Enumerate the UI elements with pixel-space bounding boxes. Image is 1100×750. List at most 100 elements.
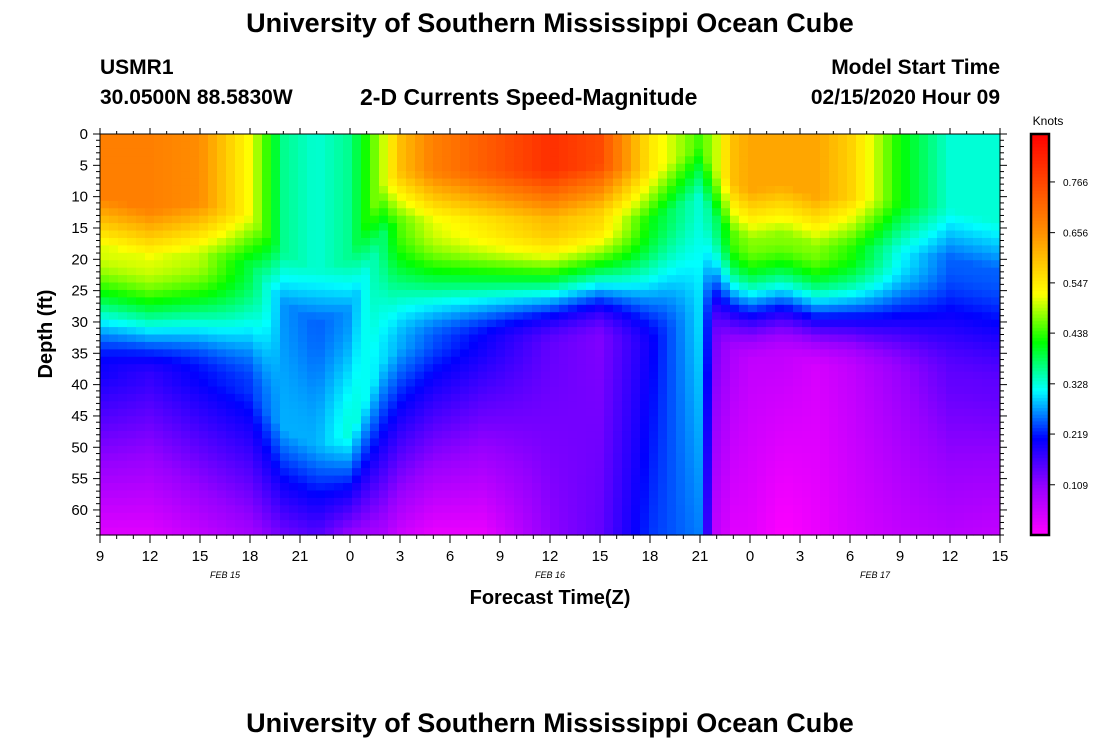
heatmap-cell — [109, 349, 119, 358]
heatmap-cell — [919, 520, 929, 529]
heatmap-cell — [667, 468, 677, 477]
heatmap-cell — [865, 141, 875, 150]
heatmap-cell — [748, 245, 758, 254]
heatmap-cell — [397, 379, 407, 388]
heatmap-cell — [361, 423, 371, 432]
heatmap-cell — [901, 223, 911, 232]
heatmap-cell — [910, 163, 920, 172]
heatmap-cell — [892, 260, 902, 269]
heatmap-cell — [343, 438, 353, 447]
heatmap-cell — [766, 527, 776, 536]
heatmap-cell — [388, 312, 398, 321]
heatmap-cell — [217, 230, 227, 239]
heatmap-cell — [901, 141, 911, 150]
heatmap-cell — [667, 364, 677, 373]
heatmap-cell — [199, 141, 209, 150]
heatmap-cell — [847, 393, 857, 402]
heatmap-cell — [604, 349, 614, 358]
heatmap-cell — [856, 208, 866, 217]
heatmap-cell — [847, 156, 857, 165]
heatmap-cell — [892, 156, 902, 165]
heatmap-cell — [514, 475, 524, 484]
heatmap-cell — [829, 475, 839, 484]
heatmap-cell — [784, 423, 794, 432]
heatmap-cell — [766, 475, 776, 484]
heatmap-cell — [865, 334, 875, 343]
heatmap-cell — [163, 438, 173, 447]
heatmap-cell — [136, 475, 146, 484]
heatmap-cell — [541, 401, 551, 410]
heatmap-cell — [802, 423, 812, 432]
heatmap-cell — [532, 327, 542, 336]
heatmap-cell — [388, 141, 398, 150]
heatmap-cell — [163, 349, 173, 358]
heatmap-cell — [784, 371, 794, 380]
heatmap-cell — [505, 134, 515, 143]
heatmap-cell — [190, 297, 200, 306]
heatmap-cell — [595, 230, 605, 239]
heatmap-cell — [514, 356, 524, 365]
heatmap-cell — [154, 416, 164, 425]
heatmap-cell — [397, 349, 407, 358]
heatmap-cell — [397, 141, 407, 150]
heatmap-cell — [649, 371, 659, 380]
heatmap-cell — [154, 364, 164, 373]
heatmap-cell — [928, 245, 938, 254]
heatmap-cell — [154, 483, 164, 492]
heatmap-cell — [208, 445, 218, 454]
heatmap-cell — [730, 185, 740, 195]
heatmap-cell — [649, 193, 659, 202]
heatmap-cell — [586, 356, 596, 365]
heatmap-cell — [514, 178, 524, 187]
heatmap-cell — [766, 215, 776, 224]
heatmap-cell — [460, 356, 470, 365]
heatmap-cell — [244, 237, 254, 246]
heatmap-cell — [694, 431, 704, 440]
heatmap-cell — [856, 156, 866, 165]
heatmap-cell — [721, 386, 731, 395]
heatmap-cells — [100, 134, 1001, 536]
model-start-value: 02/15/2020 Hour 09 — [810, 86, 1000, 109]
heatmap-cell — [334, 527, 344, 536]
heatmap-cell — [865, 163, 875, 172]
heatmap-cell — [802, 185, 812, 195]
heatmap-cell — [559, 163, 569, 172]
heatmap-cell — [478, 312, 488, 321]
heatmap-cell — [622, 431, 632, 440]
heatmap-cell — [910, 505, 920, 514]
heatmap-cell — [487, 416, 497, 425]
heatmap-cell — [244, 215, 254, 224]
heatmap-cell — [316, 319, 326, 328]
heatmap-cell — [694, 297, 704, 306]
heatmap-cell — [766, 178, 776, 187]
heatmap-cell — [847, 520, 857, 529]
heatmap-cell — [892, 245, 902, 254]
heatmap-cell — [352, 319, 362, 328]
heatmap-cell — [811, 193, 821, 202]
heatmap-cell — [190, 215, 200, 224]
heatmap-cell — [325, 379, 335, 388]
heatmap-cell — [613, 334, 623, 343]
heatmap-cell — [685, 245, 695, 254]
heatmap-cell — [712, 453, 722, 462]
heatmap-cell — [829, 289, 839, 298]
heatmap-cell — [649, 460, 659, 469]
heatmap-cell — [280, 185, 290, 195]
heatmap-cell — [658, 431, 668, 440]
heatmap-cell — [838, 475, 848, 484]
heatmap-cell — [505, 171, 515, 180]
heatmap-cell — [910, 178, 920, 187]
heatmap-cell — [586, 334, 596, 343]
heatmap-cell — [190, 497, 200, 506]
heatmap-cell — [226, 223, 236, 232]
heatmap-cell — [235, 163, 245, 172]
heatmap-cell — [289, 379, 299, 388]
heatmap-cell — [559, 497, 569, 506]
heatmap-cell — [838, 438, 848, 447]
heatmap-cell — [136, 512, 146, 521]
heatmap-cell — [127, 134, 137, 143]
heatmap-cell — [442, 468, 452, 477]
heatmap-cell — [145, 460, 155, 469]
heatmap-cell — [307, 327, 317, 336]
